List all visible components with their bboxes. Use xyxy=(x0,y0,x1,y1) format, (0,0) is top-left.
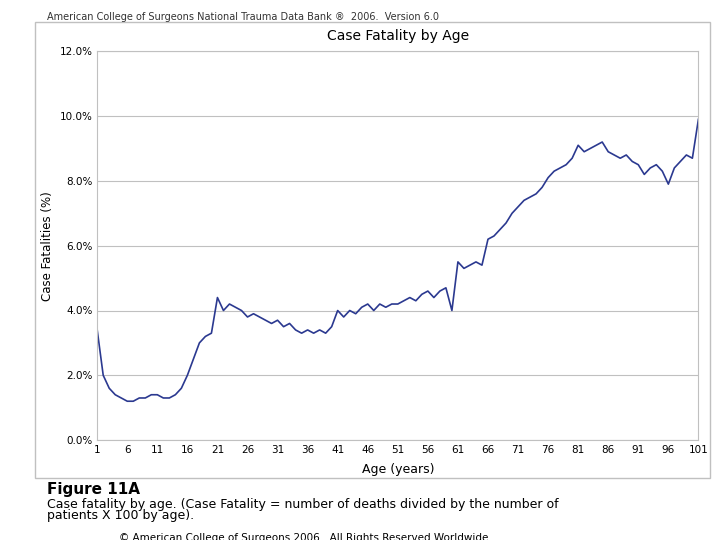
Title: Case Fatality by Age: Case Fatality by Age xyxy=(327,29,469,43)
Y-axis label: Case Fatalities (%): Case Fatalities (%) xyxy=(41,191,54,301)
Text: patients X 100 by age).: patients X 100 by age). xyxy=(47,509,194,522)
Text: Figure 11A: Figure 11A xyxy=(47,482,140,497)
X-axis label: Age (years): Age (years) xyxy=(361,463,434,476)
Text: American College of Surgeons National Trauma Data Bank ®  2006.  Version 6.0: American College of Surgeons National Tr… xyxy=(47,12,438,22)
Text: © American College of Surgeons 2006.  All Rights Reserved Worldwide: © American College of Surgeons 2006. All… xyxy=(119,533,488,540)
Text: Case fatality by age. (Case Fatality = number of deaths divided by the number of: Case fatality by age. (Case Fatality = n… xyxy=(47,498,559,511)
